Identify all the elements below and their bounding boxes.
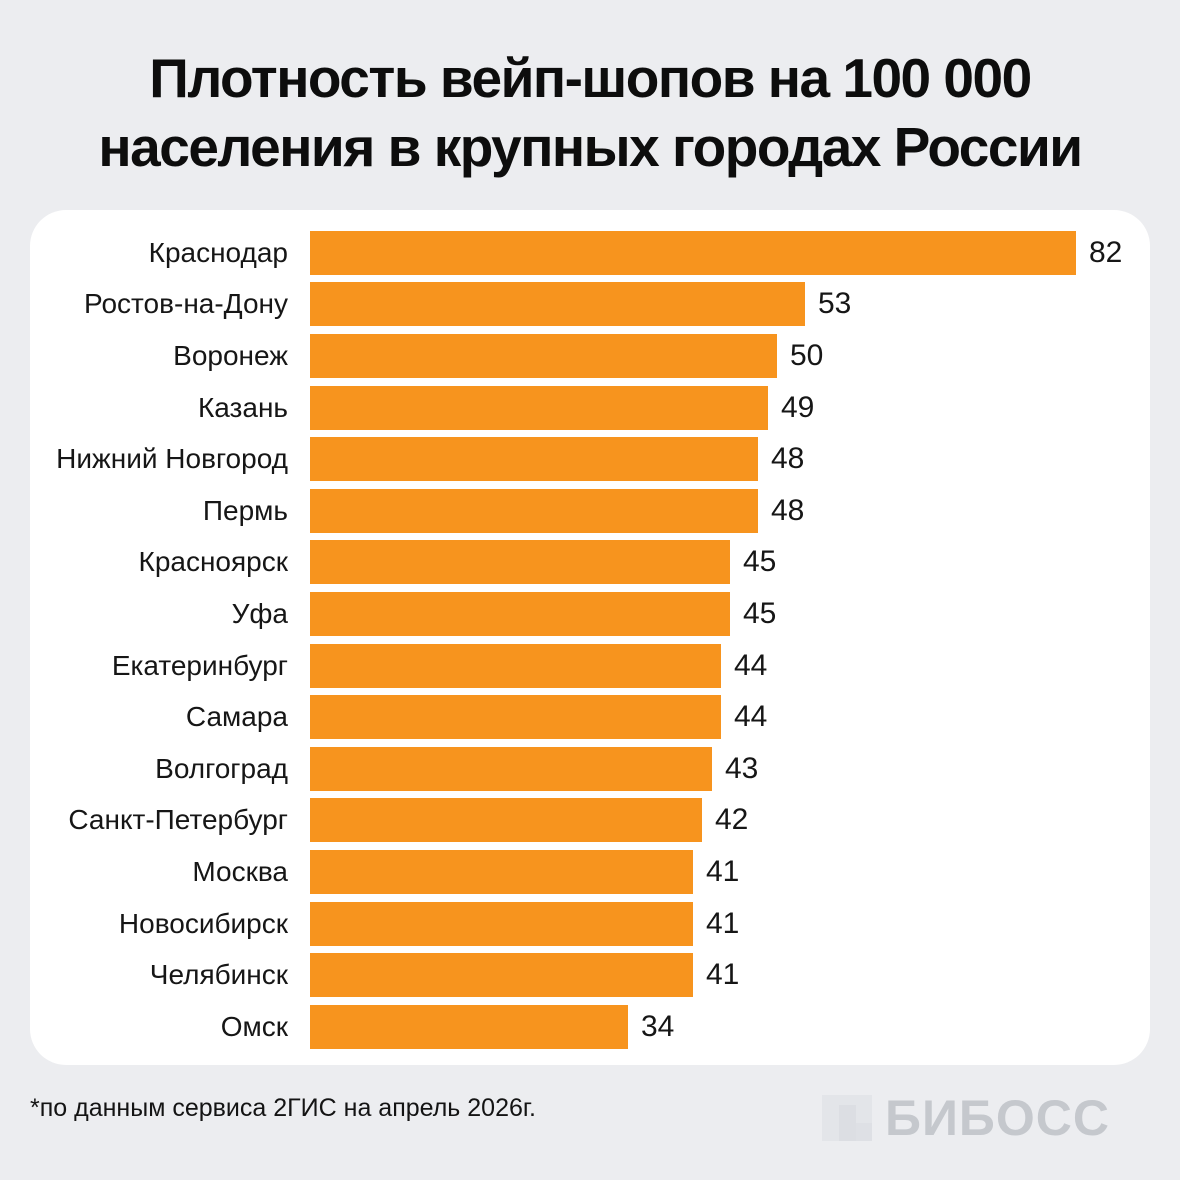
chart-row: Екатеринбург 44 xyxy=(30,640,1150,692)
bar-value: 44 xyxy=(734,700,768,734)
chart-row: Новосибирск 41 xyxy=(30,898,1150,950)
chart-row: Ростов-на-Дону 53 xyxy=(30,279,1150,331)
biboss-logo: БИБОСС xyxy=(822,1089,1110,1147)
chart-title-line1: Плотность вейп-шопов на 100 000 xyxy=(149,47,1032,109)
bar xyxy=(310,643,721,688)
bar-zone: 43 xyxy=(310,746,1150,791)
bar xyxy=(310,385,768,430)
chart-row: Москва 41 xyxy=(30,846,1150,898)
bar xyxy=(310,798,702,843)
biboss-logo-icon xyxy=(822,1095,872,1141)
bar-value: 43 xyxy=(725,751,759,785)
bar-value: 49 xyxy=(781,390,815,424)
bar-label: Краснодар xyxy=(148,236,288,268)
bar-value: 45 xyxy=(743,596,777,630)
bar-label: Казань xyxy=(197,391,288,423)
bar xyxy=(310,849,693,894)
bar-label: Самара xyxy=(185,701,288,733)
bar-label: Челябинск xyxy=(149,959,288,991)
chart-row: Волгоград 43 xyxy=(30,743,1150,795)
bar-zone: 45 xyxy=(310,591,1150,636)
chart-row: Пермь 48 xyxy=(30,485,1150,537)
bar-value: 53 xyxy=(818,287,852,321)
bar-label: Екатеринбург xyxy=(111,649,288,681)
bar xyxy=(310,437,758,482)
bar-zone: 45 xyxy=(310,540,1150,585)
bar-value: 42 xyxy=(715,803,749,837)
bar-value: 41 xyxy=(706,854,740,888)
bar xyxy=(310,333,777,378)
bar-label: Нижний Новгород xyxy=(56,443,288,475)
bar-rows: Краснодар 82 Ростов-на-Дону 53 Воронеж 50 Каза… xyxy=(30,227,1150,1053)
bar-zone: 53 xyxy=(310,282,1150,327)
bar-zone: 48 xyxy=(310,488,1150,533)
bar-value: 34 xyxy=(641,1009,675,1043)
chart-row: Красноярск 45 xyxy=(30,537,1150,589)
bar-zone: 41 xyxy=(310,953,1150,998)
bar-zone: 41 xyxy=(310,849,1150,894)
bar-zone: 50 xyxy=(310,333,1150,378)
chart-card: Краснодар 82 Ростов-на-Дону 53 Воронеж 50 Каза… xyxy=(30,210,1150,1065)
bar-value: 44 xyxy=(734,648,768,682)
chart-title: Плотность вейп-шопов на 100 000 населени… xyxy=(0,44,1180,182)
logo-icon-block xyxy=(856,1123,872,1141)
bar-value: 41 xyxy=(706,958,740,992)
bar-zone: 34 xyxy=(310,1004,1150,1049)
bar-zone: 44 xyxy=(310,695,1150,740)
bar-label: Воронеж xyxy=(173,339,288,371)
bar-value: 50 xyxy=(790,338,824,372)
bar xyxy=(310,953,693,998)
bar-label: Москва xyxy=(192,855,288,887)
bar xyxy=(310,901,693,946)
logo-icon-block xyxy=(839,1105,856,1141)
bar-zone: 49 xyxy=(310,385,1150,430)
bar-zone: 82 xyxy=(310,230,1150,275)
bar-label: Пермь xyxy=(202,494,288,526)
bar xyxy=(310,591,730,636)
biboss-logo-text: БИБОСС xyxy=(885,1090,1110,1146)
bar-label: Уфа xyxy=(231,597,288,629)
bar-value: 48 xyxy=(771,442,805,476)
chart-row: Казань 49 xyxy=(30,382,1150,434)
bar-label: Санкт-Петербург xyxy=(68,804,288,836)
bar-zone: 48 xyxy=(310,437,1150,482)
chart-title-line2: населения в крупных городах России xyxy=(98,116,1083,178)
bar-zone: 44 xyxy=(310,643,1150,688)
bar xyxy=(310,540,730,585)
chart-row: Санкт-Петербург 42 xyxy=(30,795,1150,847)
chart-row: Воронеж 50 xyxy=(30,330,1150,382)
bar-label: Волгоград xyxy=(155,752,288,784)
bar xyxy=(310,746,712,791)
bar-value: 45 xyxy=(743,545,777,579)
chart-row: Челябинск 41 xyxy=(30,949,1150,1001)
chart-row: Нижний Новгород 48 xyxy=(30,433,1150,485)
bar-value: 41 xyxy=(706,906,740,940)
bar-value: 82 xyxy=(1089,235,1123,269)
bar xyxy=(310,1004,628,1049)
bar-label: Новосибирск xyxy=(118,907,288,939)
bar xyxy=(310,488,758,533)
bar-label: Красноярск xyxy=(138,546,288,578)
chart-row: Омск 34 xyxy=(30,1001,1150,1053)
bar xyxy=(310,282,805,327)
bar-label: Ростов-на-Дону xyxy=(84,288,288,320)
source-footnote: *по данным сервиса 2ГИС на апрель 2026г. xyxy=(30,1094,536,1122)
bar xyxy=(310,230,1076,275)
chart-row: Краснодар 82 xyxy=(30,227,1150,279)
bar-label: Омск xyxy=(220,1010,288,1042)
bar-zone: 41 xyxy=(310,901,1150,946)
chart-row: Уфа 45 xyxy=(30,588,1150,640)
bar-value: 48 xyxy=(771,493,805,527)
bar xyxy=(310,695,721,740)
bar-zone: 42 xyxy=(310,798,1150,843)
chart-row: Самара 44 xyxy=(30,691,1150,743)
